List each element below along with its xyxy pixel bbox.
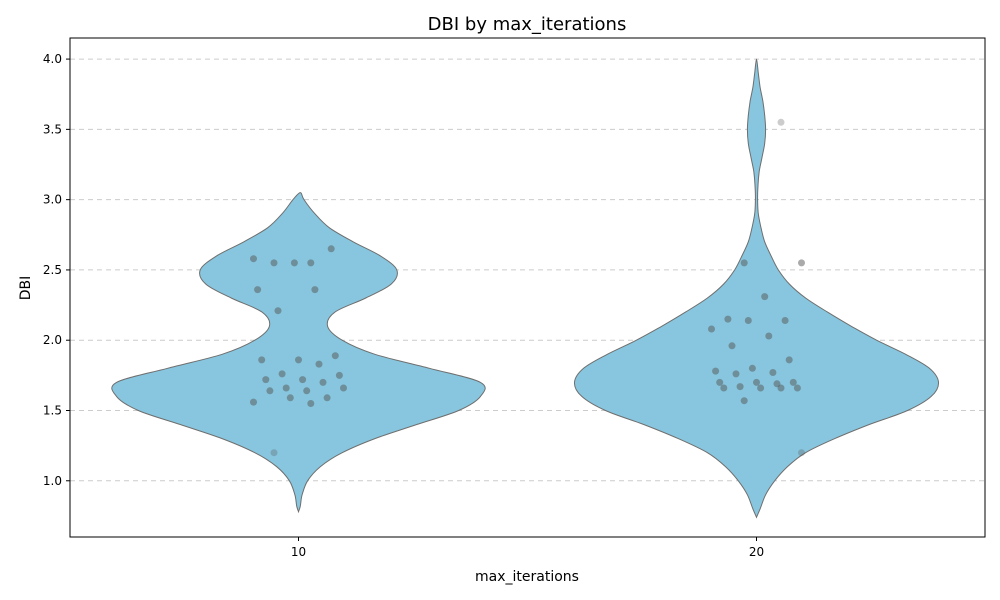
violin-body xyxy=(573,58,940,519)
data-point xyxy=(340,384,347,392)
y-tick-label: 2.5 xyxy=(43,263,62,277)
violins xyxy=(111,58,940,519)
data-point xyxy=(290,259,298,267)
data-point xyxy=(303,387,311,395)
data-point xyxy=(299,376,307,384)
y-tick-label: 4.0 xyxy=(43,52,62,66)
axes: 1.0 1.5 2.0 2.5 3.0 3.5 4.0 10 20 xyxy=(43,52,764,559)
data-point xyxy=(331,352,339,360)
x-tick-label: 10 xyxy=(291,545,306,559)
data-point xyxy=(307,259,315,267)
data-point xyxy=(295,356,302,364)
data-point xyxy=(748,364,756,372)
data-point xyxy=(270,449,278,457)
points xyxy=(250,118,805,457)
y-axis-title: DBI xyxy=(18,276,34,301)
data-point xyxy=(724,315,732,323)
x-axis-title: max_iterations xyxy=(475,569,579,585)
data-point xyxy=(282,384,290,392)
data-point xyxy=(708,325,715,333)
y-tick-label: 2.0 xyxy=(43,333,62,347)
data-point xyxy=(740,397,748,405)
y-tick-label: 3.0 xyxy=(43,193,62,207)
data-point xyxy=(327,245,335,253)
data-point xyxy=(323,394,331,402)
data-point xyxy=(785,356,793,364)
data-point xyxy=(769,369,777,376)
data-point xyxy=(789,378,797,386)
data-point xyxy=(307,400,315,407)
data-point xyxy=(777,384,785,392)
data-point xyxy=(777,118,785,126)
data-point xyxy=(262,376,270,384)
data-point xyxy=(728,342,736,350)
data-point xyxy=(716,378,724,386)
data-point xyxy=(798,449,805,457)
plot-area-frame xyxy=(69,37,986,538)
y-tick-label: 1.0 xyxy=(43,474,62,488)
data-point xyxy=(720,384,728,392)
data-point xyxy=(266,387,274,395)
data-point xyxy=(250,255,257,263)
data-point xyxy=(254,286,262,294)
data-point xyxy=(270,259,278,267)
data-point xyxy=(753,378,760,386)
x-tick-label: 20 xyxy=(749,545,764,559)
data-point xyxy=(744,317,752,324)
data-point xyxy=(274,307,282,315)
data-point xyxy=(286,394,294,402)
data-point xyxy=(712,367,720,375)
data-point xyxy=(732,370,740,378)
data-point xyxy=(740,259,748,267)
data-point xyxy=(765,332,773,340)
data-point xyxy=(315,360,323,368)
data-point xyxy=(311,286,319,294)
data-point xyxy=(798,259,805,267)
data-point xyxy=(335,371,343,379)
data-point xyxy=(250,398,257,406)
data-point xyxy=(258,356,266,364)
violin-body xyxy=(111,192,486,514)
data-point xyxy=(736,383,744,391)
data-point xyxy=(757,384,765,392)
data-point xyxy=(278,370,286,378)
data-point xyxy=(793,384,801,392)
data-point xyxy=(319,378,327,386)
data-point xyxy=(761,293,769,301)
data-point xyxy=(781,317,789,324)
y-tick-label: 3.5 xyxy=(43,122,62,136)
y-tick-label: 1.5 xyxy=(43,403,62,417)
chart-title: DBI by max_iterations xyxy=(428,14,627,35)
